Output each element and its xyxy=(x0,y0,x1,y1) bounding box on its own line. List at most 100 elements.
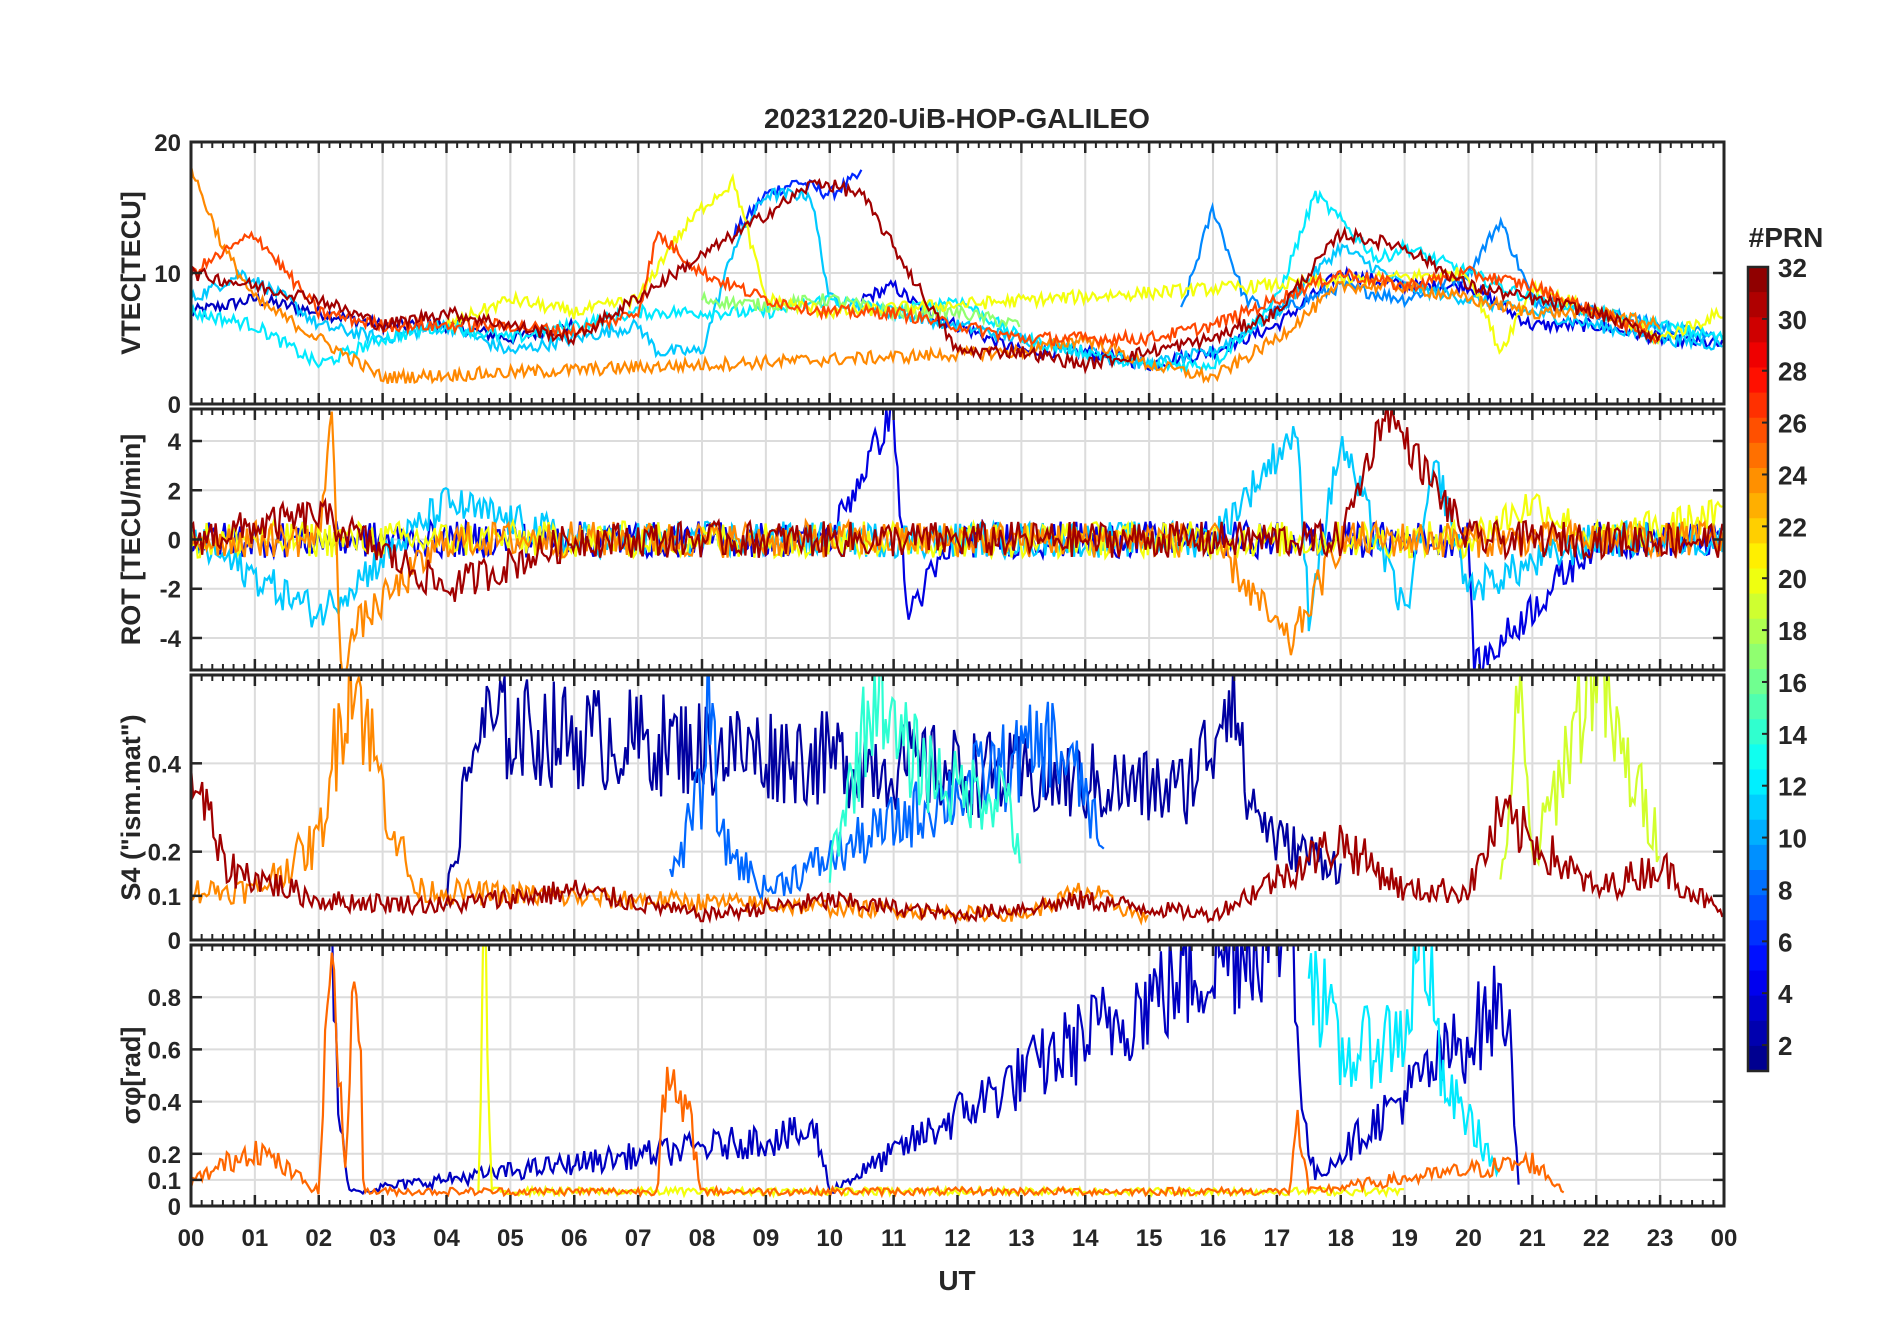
x-tick-label: 04 xyxy=(433,1225,460,1252)
rot-y-tick-label: 0 xyxy=(168,528,181,555)
x-tick-label: 07 xyxy=(625,1225,652,1252)
colorbar-segment xyxy=(1748,292,1768,318)
colorbar-tick-label: 2 xyxy=(1778,1031,1792,1061)
colorbar-tick-label: 4 xyxy=(1778,979,1793,1009)
vtec-y-tick-label: 10 xyxy=(154,261,181,288)
panel-vtec: 0 10 20 VTEC[TECU] xyxy=(116,130,1726,419)
colorbar-segment xyxy=(1748,669,1768,695)
colorbar-tick-label: 32 xyxy=(1778,253,1807,283)
vtec-y-axis-label: VTEC[TECU] xyxy=(116,191,146,355)
colorbar-segment xyxy=(1748,593,1768,620)
x-tick-label: 10 xyxy=(816,1225,843,1252)
sigma_phi-series-prn-3 xyxy=(331,945,1520,1196)
panel-rot: -4 -2 0 2 4 ROT [TECU/min] xyxy=(116,407,1726,672)
colorbar-segment xyxy=(1748,920,1768,946)
colorbar-segment xyxy=(1748,442,1768,469)
x-tick-label: 03 xyxy=(369,1225,396,1252)
rot-y-tick-label: -4 xyxy=(160,626,182,653)
x-tick-label: 01 xyxy=(242,1225,269,1252)
colorbar-segment xyxy=(1748,468,1768,494)
x-tick-label: 23 xyxy=(1647,1225,1674,1252)
vtec-series-prn-20 xyxy=(445,172,1724,355)
sigma_phi-series-prn-25 xyxy=(191,952,1565,1199)
x-tick-label: 12 xyxy=(944,1225,971,1252)
s4-series-prn-2 xyxy=(445,675,1342,906)
rot-series-prn-31 xyxy=(191,409,1724,602)
rot-y-tick-label: 2 xyxy=(168,478,181,505)
colorbar-segment xyxy=(1748,342,1768,369)
colorbar-label: #PRN xyxy=(1749,222,1824,253)
s4-series-group xyxy=(191,675,1724,926)
sigma_phi-y-tick-label: 0 xyxy=(168,1194,181,1221)
s4-series-prn-14 xyxy=(828,675,1021,883)
colorbar-segment xyxy=(1748,317,1768,343)
sigma_phi-y-tick-label: 0.8 xyxy=(148,985,181,1012)
colorbar-tick-label: 18 xyxy=(1778,616,1807,646)
colorbar-segment xyxy=(1748,769,1768,796)
sigma_phi-y-tick-label: 0.6 xyxy=(148,1037,181,1064)
s4-y-tick-label: 0.2 xyxy=(148,840,181,867)
x-tick-label: 11 xyxy=(881,1225,906,1252)
colorbar-tick-label: 10 xyxy=(1778,824,1807,854)
colorbar-segment xyxy=(1748,392,1768,419)
sigma_phi-y-tick-label: 0.4 xyxy=(148,1090,182,1117)
panel-s4: 0 0.1 0.2 0.4S4 ("ism.mat") xyxy=(116,673,1726,955)
vtec-series-prn-31 xyxy=(191,177,1661,375)
colorbar-segment xyxy=(1748,493,1768,519)
colorbar-segment xyxy=(1748,819,1768,846)
x-tick-label: 02 xyxy=(305,1225,332,1252)
colorbar-tick-label: 28 xyxy=(1778,357,1807,387)
x-axis-label: UT xyxy=(938,1265,975,1296)
sigma_phi-series-group xyxy=(191,945,1565,1199)
rot-y-tick-label: -2 xyxy=(160,577,181,604)
colorbar-segment xyxy=(1748,417,1768,444)
colorbar-segment xyxy=(1748,794,1768,821)
colorbar-segment xyxy=(1748,643,1768,670)
colorbar-segment xyxy=(1748,267,1768,293)
x-tick-label: 00 xyxy=(1711,1225,1738,1252)
colorbar-tick-label: 14 xyxy=(1778,720,1807,750)
vtec-series-group xyxy=(191,165,1724,385)
colorbar-segment xyxy=(1748,367,1768,394)
colorbar-frame xyxy=(1746,265,1770,1073)
s4-y-tick-label: 0 xyxy=(168,928,181,955)
sigma_phi-y-tick-label: 0.1 xyxy=(148,1168,181,1195)
x-tick-label: 08 xyxy=(689,1225,716,1252)
chart-title: 20231220-UiB-HOP-GALILEO xyxy=(764,103,1150,134)
s4-y-tick-label: 0.1 xyxy=(148,884,181,911)
x-tick-label: 13 xyxy=(1008,1225,1035,1252)
colorbar-segment xyxy=(1748,543,1768,570)
colorbar-tick-label: 8 xyxy=(1778,875,1792,905)
x-tick-label: 06 xyxy=(561,1225,588,1252)
vtec-y-tick-label: 20 xyxy=(154,130,181,157)
x-tick-label: 05 xyxy=(497,1225,524,1252)
panel-sigma_phi: 00.10.2 0.4 0.6 0.8σφ[rad] xyxy=(116,943,1726,1221)
colorbar-segment xyxy=(1748,970,1768,997)
rot-y-axis-label: ROT [TECU/min] xyxy=(116,434,146,645)
colorbar-segment xyxy=(1748,945,1768,972)
colorbar-tick-label: 12 xyxy=(1778,772,1807,802)
s4-series-prn-31 xyxy=(191,767,1724,925)
x-tick-label: 20 xyxy=(1455,1225,1482,1252)
rot-y-tick-label: 4 xyxy=(168,429,182,456)
colorbar-tick-label: 16 xyxy=(1778,668,1807,698)
colorbar-segment xyxy=(1748,1045,1768,1072)
colorbar-segment xyxy=(1748,719,1768,745)
x-tick-label: 14 xyxy=(1072,1225,1099,1252)
colorbar-segment xyxy=(1748,518,1768,544)
x-tick-label: 15 xyxy=(1136,1225,1163,1252)
x-tick-label: 22 xyxy=(1583,1225,1610,1252)
x-tick-label: 21 xyxy=(1519,1225,1546,1252)
vtec-y-tick-label: 0 xyxy=(168,392,181,419)
s4-y-tick-label: 0.4 xyxy=(148,751,182,778)
x-tick-label: 19 xyxy=(1391,1225,1418,1252)
x-tick-label: 00 xyxy=(178,1225,205,1252)
x-tick-label: 09 xyxy=(753,1225,780,1252)
x-tick-label: 17 xyxy=(1264,1225,1291,1252)
colorbar-segment xyxy=(1748,895,1768,921)
colorbar-segment xyxy=(1748,844,1768,871)
colorbar-segment xyxy=(1748,1020,1768,1047)
